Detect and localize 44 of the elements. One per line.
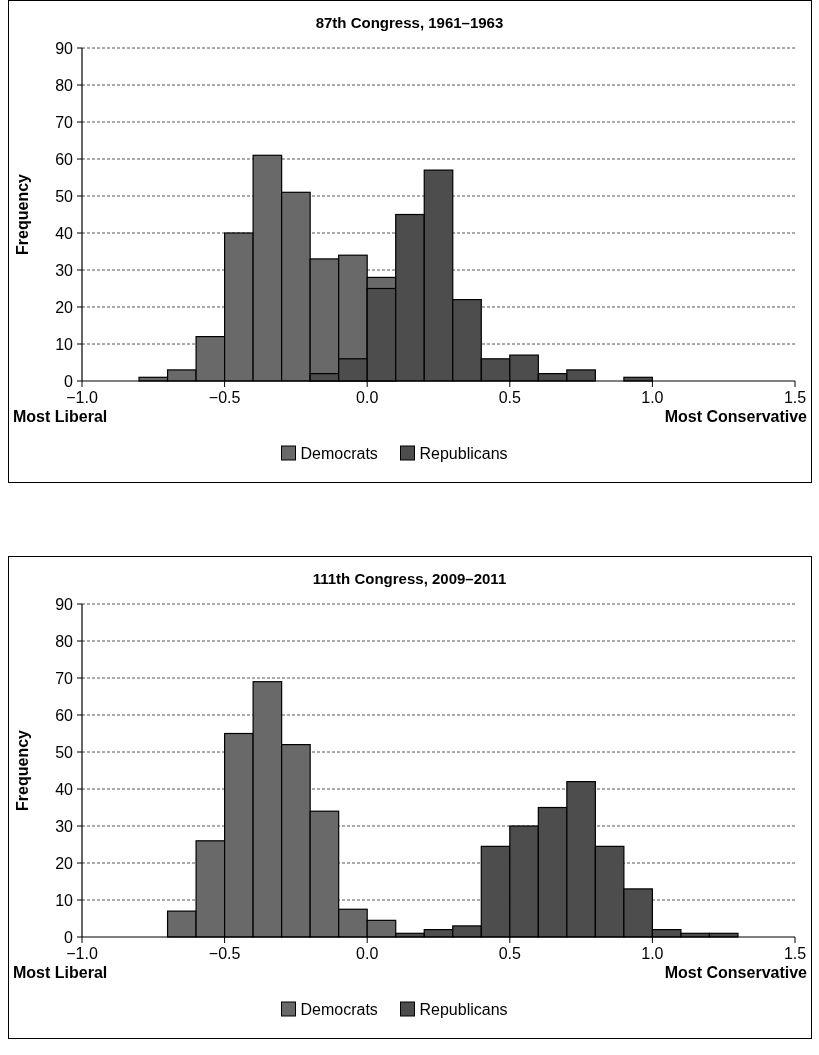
y-tick-label: 10 [55,335,74,353]
x-tick-label: 1.0 [641,389,664,406]
y-tick-label: 40 [55,224,74,242]
x-tick-label: 0.5 [498,945,522,962]
y-tick-label: 10 [55,891,74,909]
y-tick-label: 50 [55,187,74,205]
x-tick-label: 1.0 [641,945,664,962]
x-tick-label: 0.0 [356,945,379,962]
x-tick-label: 0.5 [498,389,522,406]
y-tick-label: 60 [55,706,74,724]
y-tick-label: 70 [55,113,74,131]
y-axis-title: Frequency [14,729,31,811]
text: Most Liberal [13,408,108,425]
text: Most Liberal [13,964,108,981]
y-tick-label: 30 [55,261,74,279]
y-tick-label: 60 [55,150,74,168]
y-tick-label: 30 [55,817,74,835]
legend-label: Republicans [419,444,508,462]
y-tick-label: 90 [55,39,74,57]
y-tick-label: 80 [55,632,74,650]
chart-title: 111th Congress, 2009–2011 [312,570,507,587]
x-tick-label: 0.0 [356,389,379,406]
x-tick-label: −0.5 [208,389,241,406]
y-tick-label: 20 [55,298,74,316]
x-tick-label: 1.5 [783,945,807,962]
y-axis-title: Frequency [14,173,31,255]
legend-label: Democrats [300,1000,378,1018]
y-tick-label: 50 [55,743,74,761]
y-tick-label: 90 [55,595,74,613]
y-tick-label: 0 [64,372,74,390]
y-tick-label: 80 [55,76,74,94]
x-tick-label: −0.5 [208,945,241,962]
x-tick-label: 1.5 [783,389,807,406]
legend-label: Republicans [419,1000,508,1018]
y-tick-label: 70 [55,669,74,687]
y-tick-label: 0 [64,928,74,946]
text: Most Conservative [664,964,808,981]
text: Most Conservative [664,408,808,425]
y-tick-label: 40 [55,780,74,798]
y-tick-label: 20 [55,854,74,872]
legend-label: Democrats [300,444,378,462]
x-tick-label: −1.0 [66,389,98,406]
chart-title: 87th Congress, 1961–1963 [315,14,504,31]
x-tick-label: −1.0 [66,945,98,962]
